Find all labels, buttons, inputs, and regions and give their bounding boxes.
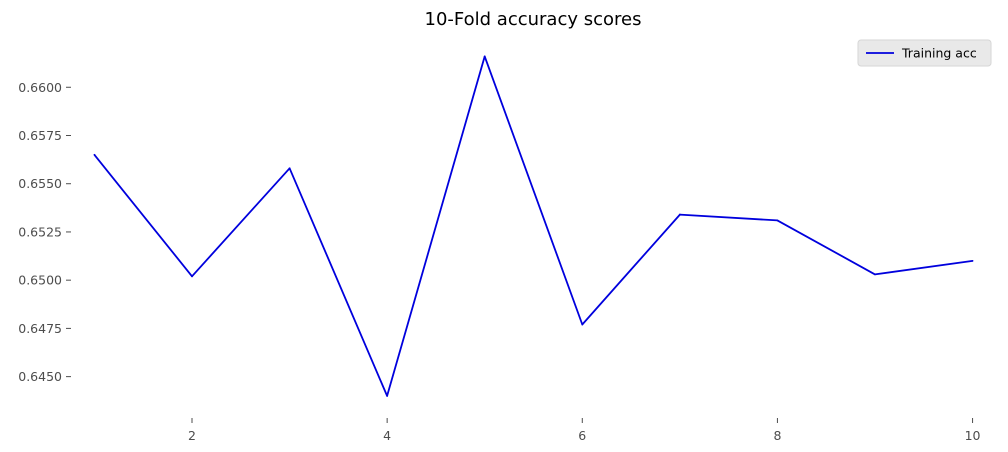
data-point: [386, 395, 389, 397]
data-point: [776, 219, 779, 222]
y-axis: 0.6450 0.6475 0.6500 0.6525 0.6550 0.6575 0.66…: [18, 80, 71, 384]
y-tick-label: 0.6450: [18, 369, 62, 384]
data-point: [971, 259, 974, 262]
y-tick-label: 0.6550: [18, 176, 62, 191]
y-tick-label: 0.6475: [18, 321, 62, 336]
legend: Training acc: [857, 39, 992, 67]
x-tick-label: 6: [578, 428, 586, 443]
legend-box: [857, 39, 992, 67]
x-tick-label: 4: [383, 428, 391, 443]
data-point: [288, 167, 291, 170]
data-point: [874, 273, 876, 276]
data-point: [678, 213, 681, 216]
data-point: [483, 55, 486, 58]
series-line-training-acc: [93, 55, 973, 397]
data-point: [191, 275, 193, 278]
x-tick-label: 8: [773, 428, 781, 443]
y-tick-label: 0.6525: [18, 224, 62, 239]
x-tick-label: 10: [965, 428, 981, 443]
series-layer: [93, 55, 974, 397]
y-tick-label: 0.6500: [18, 273, 62, 288]
legend-label: Training acc: [901, 46, 977, 61]
chart-title: 10-Fold accuracy scores: [425, 9, 642, 30]
x-axis: 2 4 6 8 10: [188, 418, 981, 443]
x-tick-label: 2: [188, 428, 196, 443]
data-point: [93, 153, 96, 156]
y-tick-label: 0.6575: [18, 128, 62, 143]
data-point: [581, 323, 584, 326]
y-tick-label: 0.6600: [18, 80, 62, 95]
